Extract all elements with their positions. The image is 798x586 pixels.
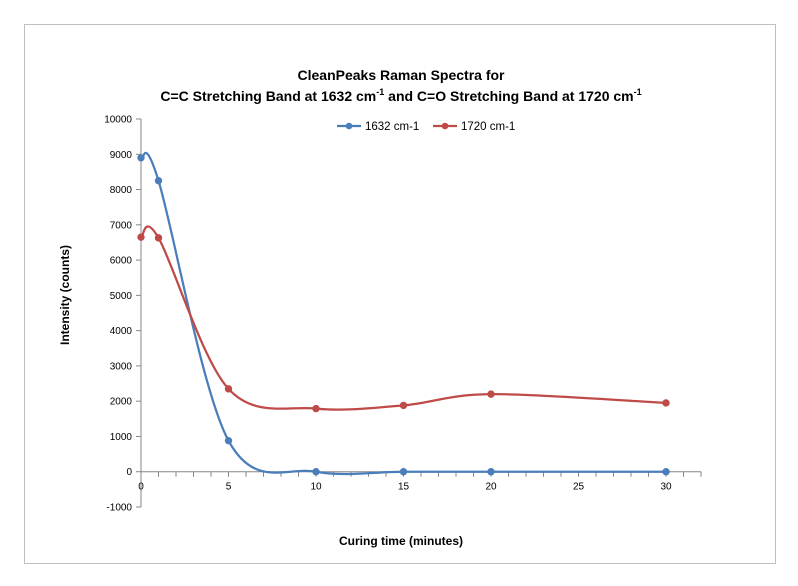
data-point bbox=[662, 399, 670, 407]
legend-label: 1720 cm-1 bbox=[461, 121, 515, 133]
legend: 1632 cm-1 1720 cm-1 bbox=[337, 121, 515, 133]
title-superscript-1: -1 bbox=[376, 87, 384, 97]
line-chart: CleanPeaks Raman Spectra for C=C Stretch… bbox=[58, 67, 702, 548]
x-tick-label: 5 bbox=[226, 482, 232, 493]
y-tick-label: 3000 bbox=[110, 361, 133, 372]
x-axis-title: Curing time (minutes) bbox=[339, 534, 463, 548]
data-point bbox=[487, 390, 495, 398]
x-tick-label: 0 bbox=[138, 482, 144, 493]
legend-item-1: 1632 cm-1 bbox=[337, 121, 419, 133]
x-tick-label: 30 bbox=[660, 482, 672, 493]
title-superscript-2: -1 bbox=[634, 87, 642, 97]
series-line bbox=[140, 151, 666, 476]
data-point bbox=[312, 468, 320, 476]
x-tick-label: 15 bbox=[398, 482, 410, 493]
legend-item-2: 1720 cm-1 bbox=[433, 121, 515, 133]
data-point bbox=[487, 468, 495, 476]
legend-swatch-marker bbox=[345, 122, 353, 130]
data-point bbox=[399, 468, 408, 476]
y-tick-label: 9000 bbox=[110, 150, 133, 161]
y-axis: -1000 0 1000 2000 3000 4000 5000 6000 7000 8000 90… bbox=[104, 115, 142, 514]
y-axis-title: Intensity (counts) bbox=[58, 245, 72, 345]
y-tick-label: 8000 bbox=[110, 185, 133, 196]
title-part-1: C=C Stretching Band at 1632 cm bbox=[160, 88, 376, 104]
y-tick-label: -1000 bbox=[106, 503, 132, 514]
x-tick-label: 20 bbox=[485, 482, 497, 493]
plot-series bbox=[137, 151, 670, 476]
y-tick-label: 2000 bbox=[110, 397, 133, 408]
data-point bbox=[662, 468, 670, 476]
y-tick-label: 1000 bbox=[110, 432, 133, 443]
data-point bbox=[399, 401, 408, 410]
y-tick-label: 5000 bbox=[110, 291, 133, 302]
legend-swatch-marker bbox=[441, 122, 449, 130]
title-part-2: and C=O Stretching Band at 1720 cm bbox=[384, 88, 633, 104]
data-point bbox=[312, 404, 320, 413]
y-tick-label: 7000 bbox=[110, 220, 133, 231]
chart-title-line2: C=C Stretching Band at 1632 cm-1 and C=O… bbox=[160, 87, 641, 104]
series-1 bbox=[137, 151, 670, 476]
legend-label: 1632 cm-1 bbox=[365, 121, 419, 133]
y-tick-label: 6000 bbox=[110, 256, 133, 267]
series-2 bbox=[137, 225, 670, 413]
data-point bbox=[154, 177, 163, 185]
y-tick-label: 0 bbox=[126, 467, 132, 478]
y-tick-label: 10000 bbox=[104, 115, 132, 126]
data-point bbox=[224, 436, 233, 445]
y-tick-label: 4000 bbox=[110, 326, 133, 337]
data-point bbox=[154, 234, 163, 242]
data-point bbox=[137, 154, 145, 162]
x-tick-label: 25 bbox=[573, 482, 585, 493]
chart-frame: CleanPeaks Raman Spectra for C=C Stretch… bbox=[24, 24, 776, 564]
x-axis: 0 5 10 15 20 25 30 bbox=[138, 471, 702, 493]
x-tick-label: 10 bbox=[310, 482, 322, 493]
chart-title-line1: CleanPeaks Raman Spectra for bbox=[298, 67, 506, 83]
data-point bbox=[224, 385, 233, 393]
series-line bbox=[139, 225, 667, 411]
data-point bbox=[137, 233, 145, 241]
